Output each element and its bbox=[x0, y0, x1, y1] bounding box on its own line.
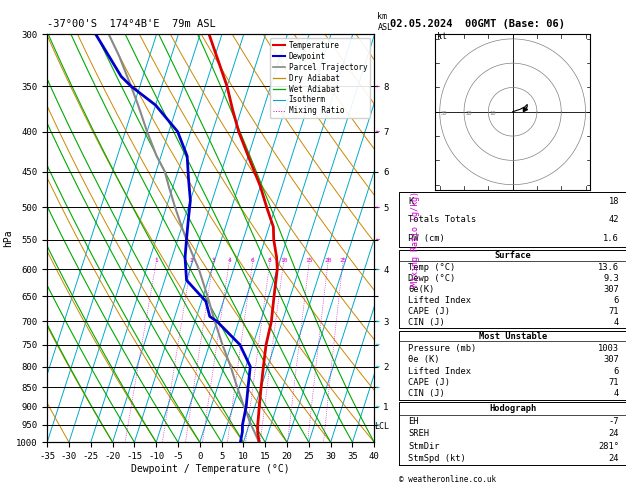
Text: LCL: LCL bbox=[374, 422, 389, 431]
Text: Totals Totals: Totals Totals bbox=[408, 215, 477, 224]
Text: -37°00'S  174°4B'E  79m ASL: -37°00'S 174°4B'E 79m ASL bbox=[47, 19, 216, 29]
Text: 6: 6 bbox=[614, 366, 619, 376]
Text: 3: 3 bbox=[211, 259, 215, 263]
Text: PW (cm): PW (cm) bbox=[408, 234, 445, 243]
Text: 25: 25 bbox=[339, 259, 347, 263]
Text: Surface: Surface bbox=[494, 251, 531, 260]
Text: 24: 24 bbox=[609, 429, 619, 438]
Text: 20: 20 bbox=[325, 259, 331, 263]
Text: StmDir: StmDir bbox=[408, 442, 440, 451]
Text: 13.6: 13.6 bbox=[598, 262, 619, 272]
Text: 281°: 281° bbox=[598, 442, 619, 451]
Text: ←: ← bbox=[376, 237, 381, 243]
Text: 10: 10 bbox=[280, 259, 287, 263]
Text: StmSpd (kt): StmSpd (kt) bbox=[408, 454, 466, 463]
Text: © weatheronline.co.uk: © weatheronline.co.uk bbox=[399, 474, 496, 484]
Text: ←: ← bbox=[376, 342, 381, 347]
Text: EH: EH bbox=[408, 417, 419, 426]
Text: 18: 18 bbox=[609, 197, 619, 206]
Text: 10: 10 bbox=[489, 111, 496, 117]
Text: km
ASL: km ASL bbox=[377, 12, 392, 32]
X-axis label: Dewpoint / Temperature (°C): Dewpoint / Temperature (°C) bbox=[131, 464, 290, 474]
Text: K: K bbox=[408, 197, 414, 206]
Text: Temp (°C): Temp (°C) bbox=[408, 262, 456, 272]
Text: 307: 307 bbox=[603, 355, 619, 364]
Text: 6: 6 bbox=[614, 296, 619, 305]
Text: Pressure (mb): Pressure (mb) bbox=[408, 344, 477, 353]
Text: θe(K): θe(K) bbox=[408, 285, 435, 294]
Text: 307: 307 bbox=[603, 285, 619, 294]
Text: ←: ← bbox=[376, 422, 381, 428]
Text: 24: 24 bbox=[609, 454, 619, 463]
Text: Mixing Ratio (g/kg): Mixing Ratio (g/kg) bbox=[411, 191, 420, 286]
Text: 1: 1 bbox=[154, 259, 158, 263]
Text: 20: 20 bbox=[465, 111, 472, 117]
Text: 8: 8 bbox=[268, 259, 272, 263]
Text: Dewp (°C): Dewp (°C) bbox=[408, 274, 456, 283]
Text: 02.05.2024  00GMT (Base: 06): 02.05.2024 00GMT (Base: 06) bbox=[390, 19, 565, 29]
Text: ←: ← bbox=[376, 129, 381, 135]
Text: Lifted Index: Lifted Index bbox=[408, 366, 472, 376]
Text: ←: ← bbox=[376, 384, 381, 390]
Text: ←: ← bbox=[376, 266, 381, 272]
Text: CIN (J): CIN (J) bbox=[408, 318, 445, 328]
Text: 4: 4 bbox=[614, 318, 619, 328]
Text: ←: ← bbox=[376, 204, 381, 210]
Text: 4: 4 bbox=[227, 259, 231, 263]
Text: 6: 6 bbox=[251, 259, 255, 263]
Text: -7: -7 bbox=[609, 417, 619, 426]
Legend: Temperature, Dewpoint, Parcel Trajectory, Dry Adiabat, Wet Adiabat, Isotherm, Mi: Temperature, Dewpoint, Parcel Trajectory… bbox=[270, 38, 370, 119]
Text: 2: 2 bbox=[189, 259, 193, 263]
Text: kt: kt bbox=[437, 32, 447, 41]
Text: CAPE (J): CAPE (J) bbox=[408, 307, 450, 316]
Text: Most Unstable: Most Unstable bbox=[479, 331, 547, 341]
Y-axis label: hPa: hPa bbox=[3, 229, 13, 247]
Text: 30: 30 bbox=[441, 111, 447, 117]
Text: 4: 4 bbox=[614, 389, 619, 399]
Text: CAPE (J): CAPE (J) bbox=[408, 378, 450, 387]
Text: 1003: 1003 bbox=[598, 344, 619, 353]
Text: 71: 71 bbox=[609, 307, 619, 316]
Text: 42: 42 bbox=[609, 215, 619, 224]
Text: SREH: SREH bbox=[408, 429, 430, 438]
Text: Hodograph: Hodograph bbox=[489, 404, 537, 413]
Text: 71: 71 bbox=[609, 378, 619, 387]
Text: ←: ← bbox=[376, 403, 381, 410]
Text: 9.3: 9.3 bbox=[603, 274, 619, 283]
Text: ←: ← bbox=[376, 83, 381, 89]
Text: CIN (J): CIN (J) bbox=[408, 389, 445, 399]
Text: ←: ← bbox=[376, 364, 381, 369]
Text: θe (K): θe (K) bbox=[408, 355, 440, 364]
Text: Lifted Index: Lifted Index bbox=[408, 296, 472, 305]
Text: 1.6: 1.6 bbox=[603, 234, 619, 243]
Text: 15: 15 bbox=[306, 259, 313, 263]
Text: ←: ← bbox=[376, 318, 381, 324]
